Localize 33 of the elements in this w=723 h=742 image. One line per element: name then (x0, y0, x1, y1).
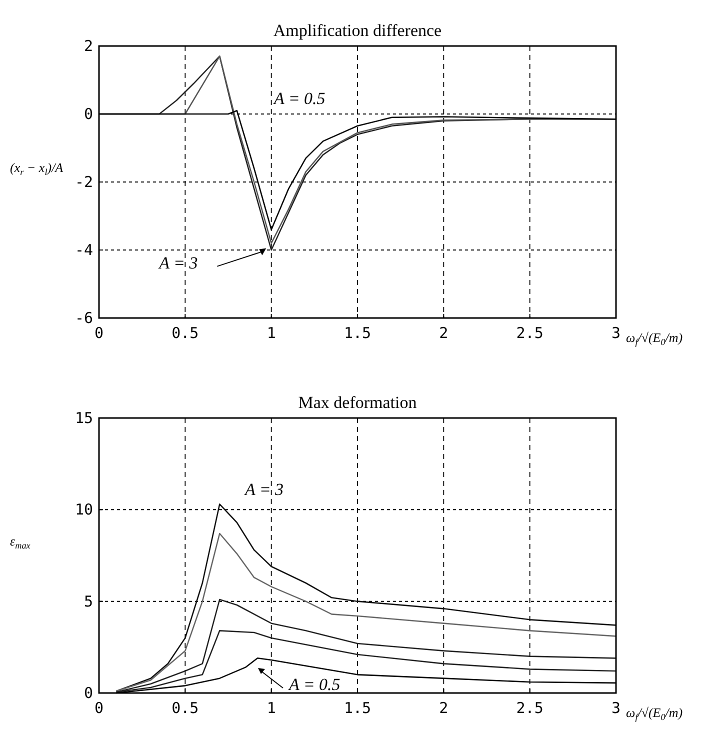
x-axis-title: ω$_{f}$/√(E$_{0}$/m) (626, 705, 683, 722)
annotation: A = 0.5 (273, 89, 326, 108)
y-tick-label: -6 (74, 309, 93, 327)
x-tick-label: 2 (439, 324, 448, 342)
y-axis-title: ε$_{max}$ (10, 534, 30, 550)
x-tick-label: 0.5 (172, 699, 199, 717)
line-series (116, 504, 617, 692)
y-tick-label: 0 (84, 105, 93, 123)
annotation: A = 3 (244, 480, 284, 499)
x-tick-label: 2.5 (516, 324, 544, 342)
y-tick-label: 15 (74, 409, 93, 427)
x-tick-label: 3 (611, 324, 621, 342)
y-tick-label: 2 (84, 37, 93, 55)
x-tick-label: 1.5 (344, 699, 372, 717)
y-tick-label: -2 (74, 173, 93, 191)
y-tick-label: 5 (84, 592, 93, 610)
chart-title: Amplification difference (273, 21, 442, 40)
x-tick-label: 0.5 (172, 324, 199, 342)
line-series (116, 532, 617, 692)
x-axis-title: ω$_{f}$/√(E$_{0}$/m) (626, 330, 683, 347)
x-tick-label: 2 (439, 699, 448, 717)
x-tick-label: 1 (266, 324, 276, 342)
x-tick-label: 2.5 (516, 699, 544, 717)
y-tick-label: 0 (84, 684, 93, 702)
chart-title: Max deformation (298, 393, 418, 412)
annotation: A = 0.5 (288, 675, 340, 694)
y-axis-title: (x$_{r}$ − x$_{l}$)/A (10, 160, 64, 177)
annotation: A = 3 (158, 253, 198, 272)
y-tick-label: 10 (74, 500, 93, 519)
y-tick-label: -4 (74, 241, 93, 259)
x-tick-label: 1.5 (344, 324, 372, 342)
x-tick-label: 3 (611, 699, 621, 717)
x-tick-label: 1 (266, 699, 276, 717)
